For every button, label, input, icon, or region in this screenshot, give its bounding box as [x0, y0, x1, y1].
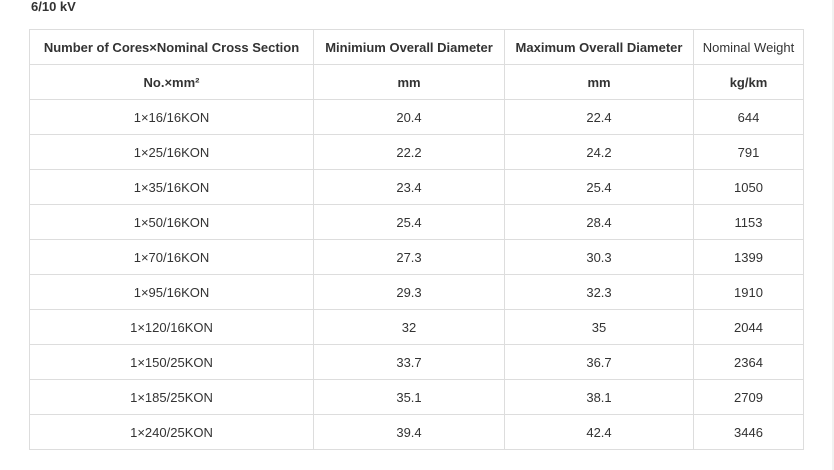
- cell-cores: 1×16/16KON: [29, 99, 314, 135]
- header-min-diameter: Minimium Overall Diameter: [313, 29, 505, 65]
- cell-weight: 2364: [693, 344, 804, 380]
- cell-weight: 2709: [693, 379, 804, 415]
- table-row: 1×95/16KON 29.3 32.3 1910: [29, 274, 804, 310]
- cell-cores: 1×185/25KON: [29, 379, 314, 415]
- cell-weight: 2044: [693, 309, 804, 345]
- cell-max-diameter: 28.4: [504, 204, 694, 240]
- cell-weight: 644: [693, 99, 804, 135]
- cell-max-diameter: 25.4: [504, 169, 694, 205]
- cell-cores: 1×50/16KON: [29, 204, 314, 240]
- cell-cores: 1×35/16KON: [29, 169, 314, 205]
- page-heading: 6/10 kV: [31, 0, 76, 14]
- cell-min-diameter: 29.3: [313, 274, 505, 310]
- table-row: 1×240/25KON 39.4 42.4 3446: [29, 414, 804, 450]
- cell-cores: 1×120/16KON: [29, 309, 314, 345]
- table-row: 1×120/16KON 32 35 2044: [29, 309, 804, 345]
- cell-min-diameter: 35.1: [313, 379, 505, 415]
- cell-weight: 791: [693, 134, 804, 170]
- cell-max-diameter: 22.4: [504, 99, 694, 135]
- header-nominal-weight: Nominal Weight: [693, 29, 804, 65]
- header-cores-cross-section: Number of Cores×Nominal Cross Section: [29, 29, 314, 65]
- table-row: 1×25/16KON 22.2 24.2 791: [29, 134, 804, 170]
- cell-max-diameter: 36.7: [504, 344, 694, 380]
- cell-min-diameter: 33.7: [313, 344, 505, 380]
- page-scrollbar[interactable]: [832, 0, 834, 470]
- unit-cores-cross-section: No.×mm²: [29, 64, 314, 100]
- cell-cores: 1×95/16KON: [29, 274, 314, 310]
- table-row: 1×70/16KON 27.3 30.3 1399: [29, 239, 804, 275]
- unit-max-diameter: mm: [504, 64, 694, 100]
- cell-max-diameter: 42.4: [504, 414, 694, 450]
- unit-min-diameter: mm: [313, 64, 505, 100]
- cell-min-diameter: 27.3: [313, 239, 505, 275]
- table-unit-row: No.×mm² mm mm kg/km: [29, 64, 804, 100]
- cell-max-diameter: 35: [504, 309, 694, 345]
- table-row: 1×150/25KON 33.7 36.7 2364: [29, 344, 804, 380]
- table-row: 1×185/25KON 35.1 38.1 2709: [29, 379, 804, 415]
- cell-weight: 3446: [693, 414, 804, 450]
- cell-min-diameter: 32: [313, 309, 505, 345]
- cell-max-diameter: 24.2: [504, 134, 694, 170]
- cell-min-diameter: 25.4: [313, 204, 505, 240]
- cell-max-diameter: 38.1: [504, 379, 694, 415]
- cell-weight: 1910: [693, 274, 804, 310]
- cell-cores: 1×240/25KON: [29, 414, 314, 450]
- unit-nominal-weight: kg/km: [693, 64, 804, 100]
- cell-min-diameter: 22.2: [313, 134, 505, 170]
- table-header-row: Number of Cores×Nominal Cross Section Mi…: [29, 29, 804, 65]
- cell-max-diameter: 32.3: [504, 274, 694, 310]
- table-row: 1×50/16KON 25.4 28.4 1153: [29, 204, 804, 240]
- cell-min-diameter: 23.4: [313, 169, 505, 205]
- cell-weight: 1399: [693, 239, 804, 275]
- cell-max-diameter: 30.3: [504, 239, 694, 275]
- cell-cores: 1×25/16KON: [29, 134, 314, 170]
- cell-weight: 1153: [693, 204, 804, 240]
- cell-min-diameter: 39.4: [313, 414, 505, 450]
- header-max-diameter: Maximum Overall Diameter: [504, 29, 694, 65]
- cable-spec-table: Number of Cores×Nominal Cross Section Mi…: [29, 29, 804, 450]
- cell-cores: 1×70/16KON: [29, 239, 314, 275]
- table-row: 1×35/16KON 23.4 25.4 1050: [29, 169, 804, 205]
- table-row: 1×16/16KON 20.4 22.4 644: [29, 99, 804, 135]
- cell-cores: 1×150/25KON: [29, 344, 314, 380]
- cell-weight: 1050: [693, 169, 804, 205]
- cell-min-diameter: 20.4: [313, 99, 505, 135]
